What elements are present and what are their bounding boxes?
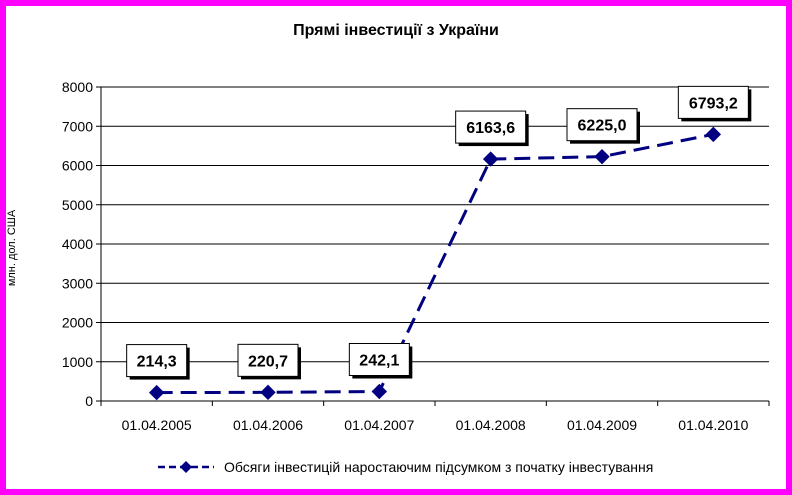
series-layer [148,126,722,401]
y-tick-label: 6000 [62,158,93,174]
data-label: 6163,6 [466,120,515,137]
chart-title: Прямі інвестиції з України [293,22,499,39]
x-tick-label: 01.04.2006 [233,417,303,433]
y-tick-label: 4000 [62,236,93,252]
y-tick-labels: 0 1000 2000 3000 4000 5000 6000 7000 8000 [62,79,93,409]
axes [96,86,770,406]
x-tick-labels: 01.04.2005 01.04.2006 01.04.2007 01.04.2008… [122,417,749,433]
x-tick-label: 01.04.2007 [344,417,414,433]
data-point-marker [260,384,276,401]
data-label-box [126,344,188,378]
data-label-box [566,108,638,142]
data-label-box [348,342,410,376]
legend: Обсяги інвестицій наростаючим підсумком … [156,459,653,475]
data-point-marker [482,151,499,167]
data-labels: 214,3 220,7 242,1 6163,6 6225,0 6793,2 [126,85,752,380]
data-label-box [455,110,527,144]
data-label-box [677,85,749,119]
x-tick-label: 01.04.2005 [122,417,192,433]
gridlines [101,86,769,363]
x-tick-label: 01.04.2008 [456,417,526,433]
data-label-box [237,343,299,377]
data-point-marker [594,148,610,165]
y-tick-label: 3000 [62,275,93,291]
y-tick-label: 8000 [62,79,93,95]
data-label: 242,1 [359,352,399,369]
y-tick-label: 1000 [62,354,93,370]
data-point-marker [371,383,388,400]
x-tick-label: 01.04.2009 [567,417,637,433]
y-tick-label: 2000 [62,315,93,331]
y-tick-label: 5000 [62,197,93,213]
y-tick-label: 7000 [62,118,93,134]
data-label: 220,7 [248,353,288,370]
data-label: 6793,2 [689,95,738,112]
series-line [156,132,714,395]
data-point-marker [705,126,722,143]
data-label: 214,3 [137,354,177,371]
legend-marker [158,461,214,473]
data-point-marker [148,384,165,401]
y-tick-label: 0 [85,393,93,409]
x-tick-label: 01.04.2010 [678,417,748,433]
legend-label: Обсяги інвестицій наростаючим підсумком … [224,459,654,475]
data-label: 6225,0 [578,118,627,135]
